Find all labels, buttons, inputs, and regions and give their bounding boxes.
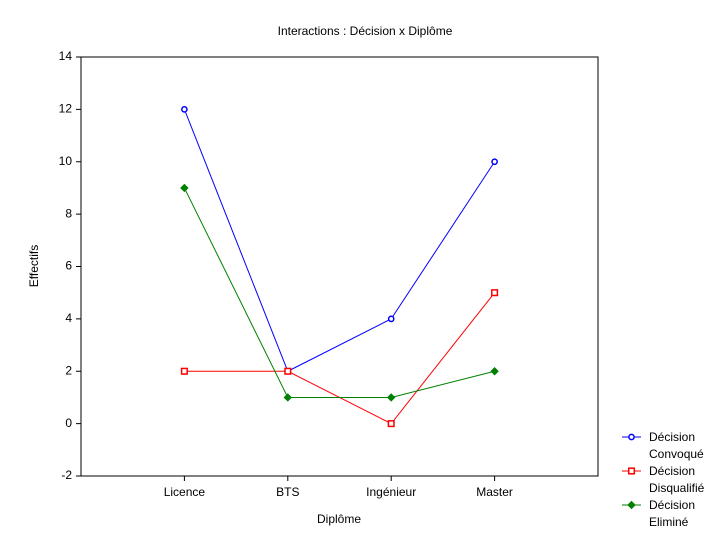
series-line	[183, 187, 495, 398]
legend-label: Décision Disqualifié	[649, 463, 705, 495]
x-tick-label: Ingénieur	[366, 485, 416, 499]
y-tick-label: -2	[61, 468, 72, 482]
y-tick-label: 6	[65, 259, 72, 273]
point	[628, 433, 635, 441]
point	[284, 367, 292, 375]
y-tick-label: 2	[65, 363, 72, 377]
point	[491, 158, 498, 166]
y-axis-label: Effectifs	[27, 245, 41, 287]
y-tick-label: 8	[65, 206, 72, 220]
y-tick-label: 12	[59, 102, 73, 116]
point	[387, 315, 395, 323]
x-tick-label: Master	[476, 485, 513, 499]
series-line	[184, 292, 495, 425]
point	[386, 393, 396, 402]
point	[490, 367, 499, 376]
point	[627, 467, 636, 475]
point	[387, 420, 395, 428]
y-tick-label: 4	[65, 311, 72, 325]
y-tick-label: 14	[59, 49, 73, 63]
point	[180, 183, 189, 193]
point	[627, 500, 636, 510]
x-tick-label: BTS	[276, 485, 299, 499]
y-tick-label: 0	[65, 416, 72, 430]
point	[181, 106, 188, 113]
point	[491, 289, 499, 297]
chart-title: Interactions : Décision x Diplôme	[278, 24, 453, 38]
y-tick-label: 10	[59, 154, 73, 168]
x-axis-label: Diplôme	[317, 512, 361, 526]
point	[180, 367, 188, 375]
point	[283, 393, 293, 402]
x-tick-label: Licence	[164, 485, 206, 499]
legend-label: Décision Eliminé	[649, 497, 696, 529]
series-line	[183, 109, 496, 372]
plot-frame	[80, 56, 599, 477]
legend-label: Décision Convoqué	[649, 429, 704, 461]
